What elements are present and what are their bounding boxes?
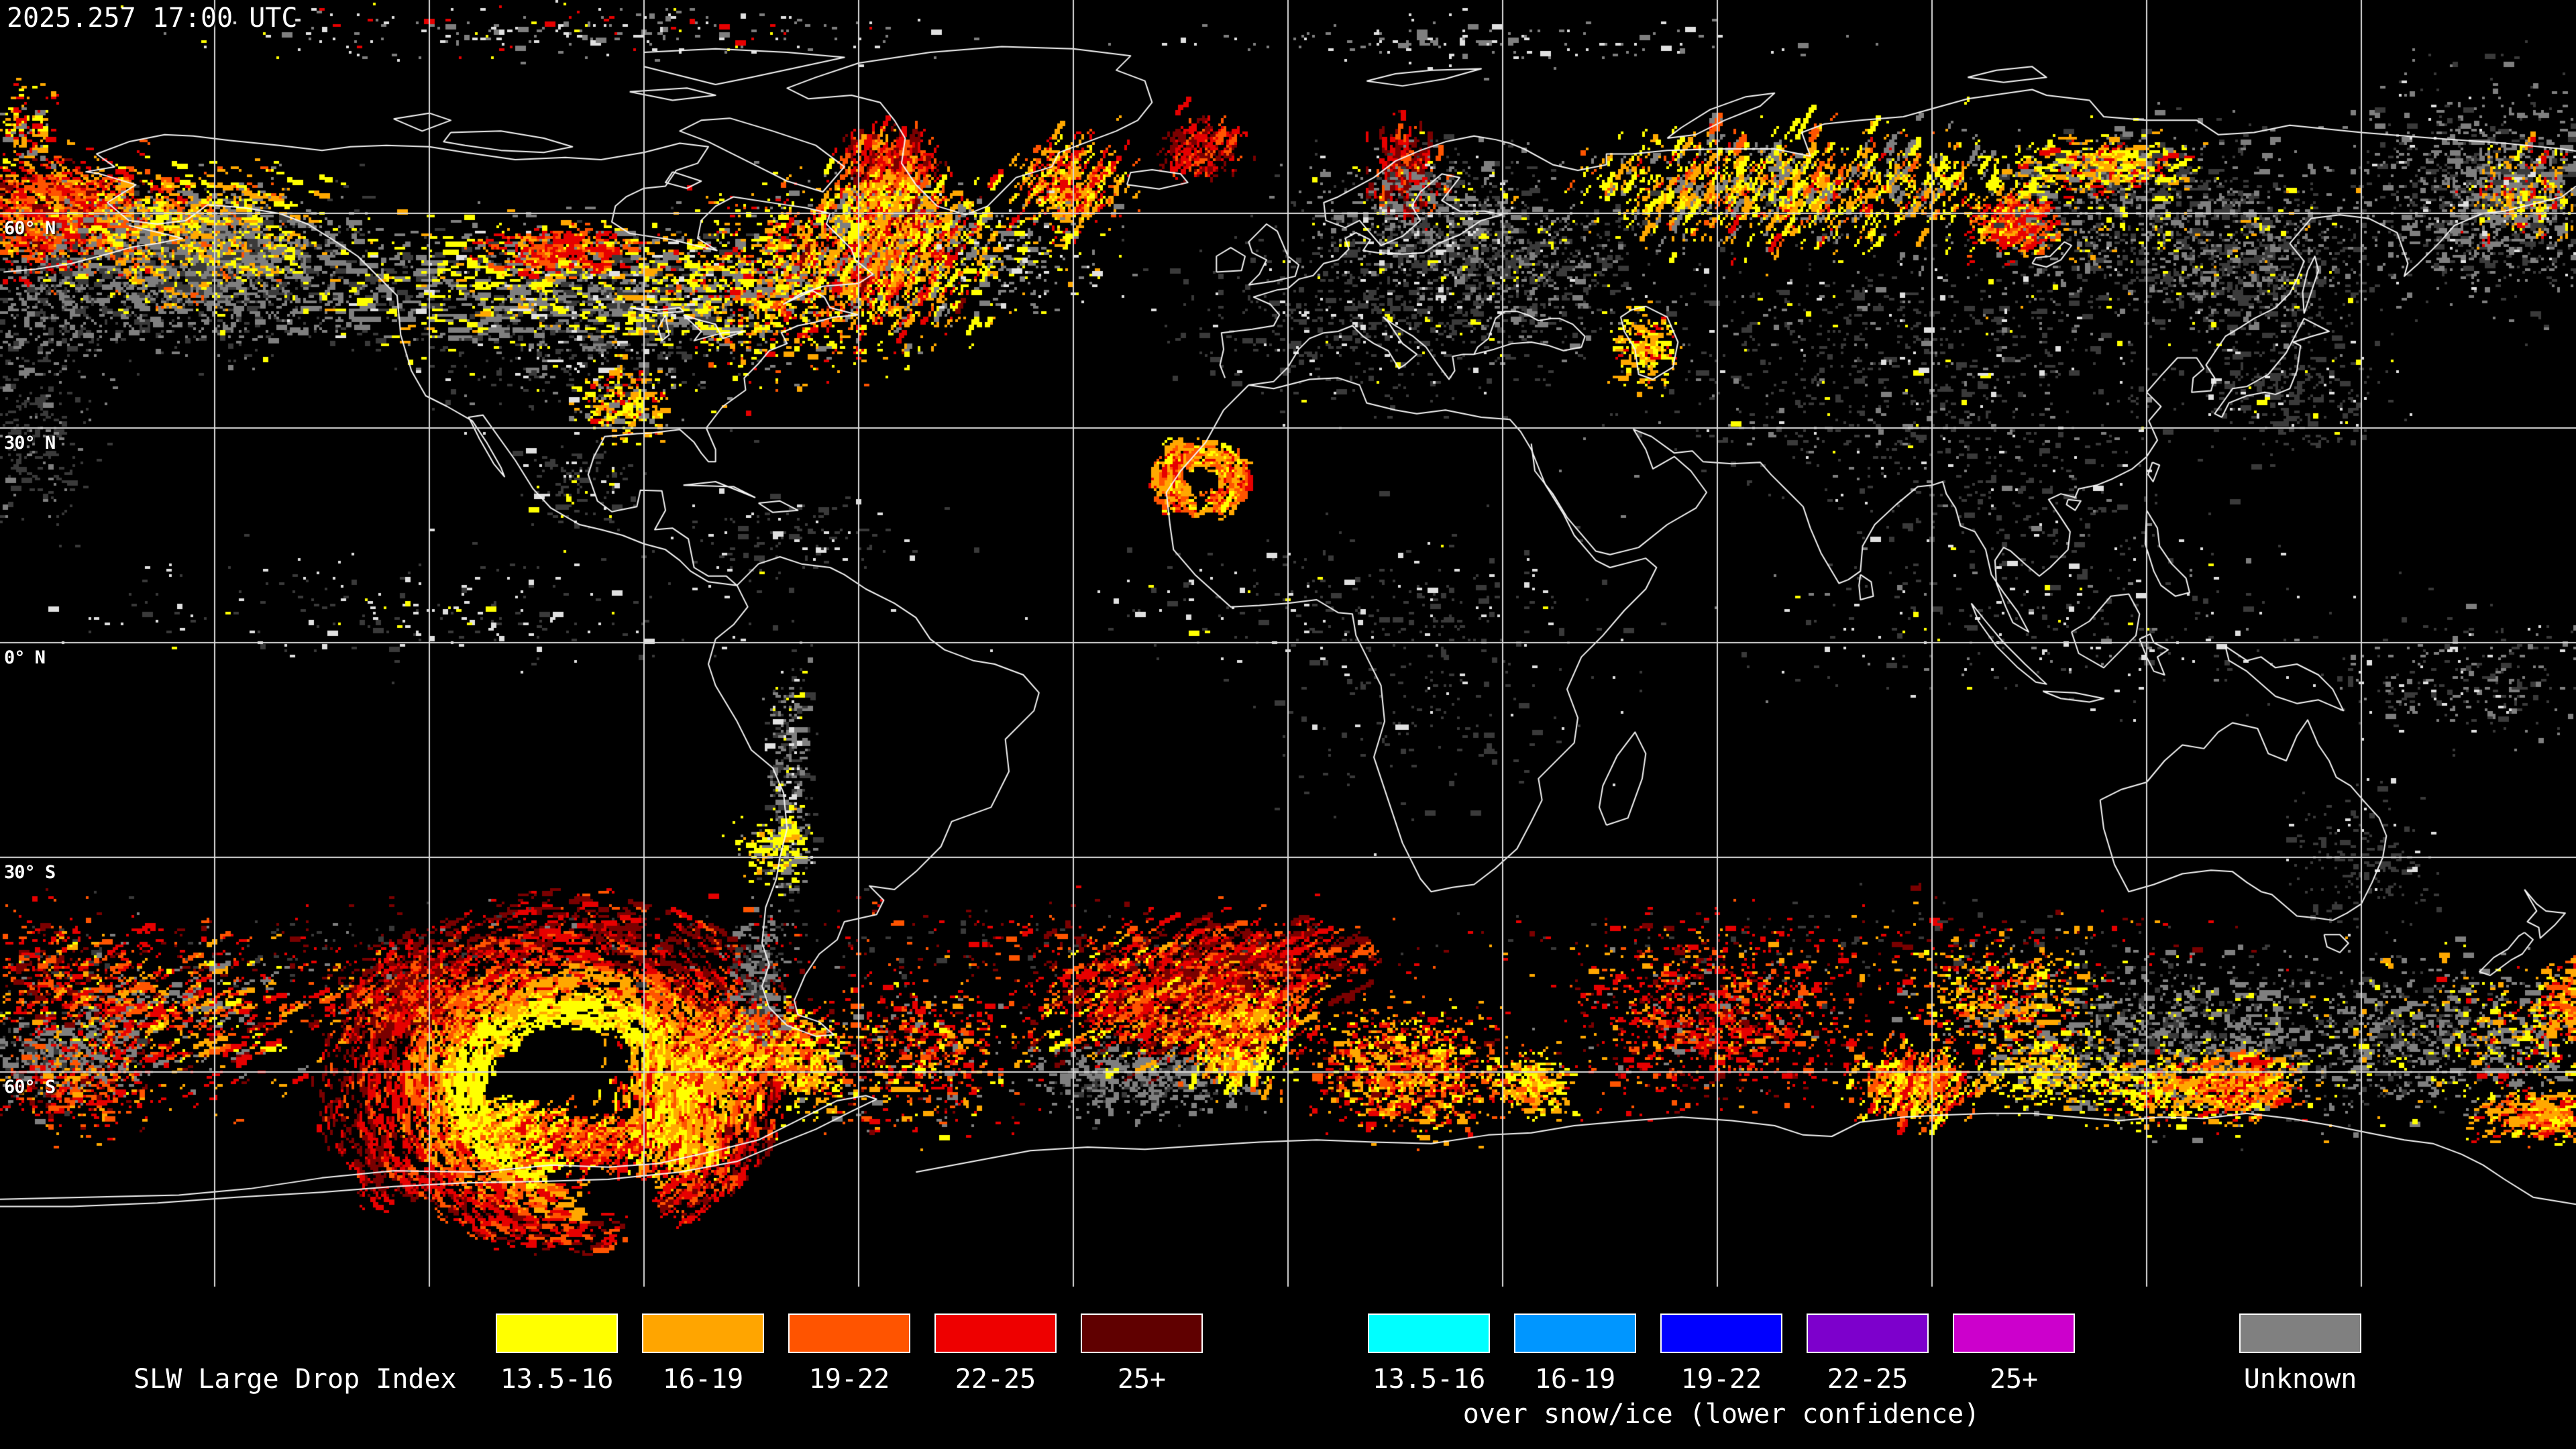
legend-swatch-snow-ice-19-22	[1660, 1313, 1782, 1353]
lat-label: 0° N	[4, 647, 46, 668]
legend-label-liquid-19-22: 19-22	[808, 1364, 890, 1395]
legend-snow-caption: over snow/ice (lower confidence)	[1462, 1399, 1980, 1430]
legend-unknown-label: Unknown	[2243, 1364, 2357, 1395]
lat-label: 30° S	[4, 862, 56, 883]
legend-swatch-snow-ice-13.5-16	[1368, 1313, 1490, 1353]
legend-swatch-liquid-19-22	[788, 1313, 910, 1353]
legend-label-snow-ice-25+: 25+	[1989, 1364, 2039, 1395]
legend-label-snow-ice-19-22: 19-22	[1680, 1364, 1762, 1395]
legend-label-liquid-25+: 25+	[1117, 1364, 1167, 1395]
legend-swatch-liquid-13.5-16	[496, 1313, 618, 1353]
legend-label-liquid-22-25: 22-25	[955, 1364, 1036, 1395]
legend-swatch-liquid-22-25	[934, 1313, 1057, 1353]
legend-swatch-snow-ice-22-25	[1807, 1313, 1929, 1353]
legend-label-liquid-16-19: 16-19	[662, 1364, 744, 1395]
lat-label: 30° N	[4, 433, 56, 453]
timestamp: 2025.257 17:00 UTC	[7, 3, 298, 34]
legend-title: SLW Large Drop Index	[133, 1364, 457, 1395]
legend-label-snow-ice-13.5-16: 13.5-16	[1372, 1364, 1486, 1395]
legend-unknown-swatch	[2239, 1313, 2361, 1353]
lat-label: 60° N	[4, 218, 56, 239]
legend-swatch-snow-ice-16-19	[1514, 1313, 1636, 1353]
legend-label-snow-ice-22-25: 22-25	[1827, 1364, 1909, 1395]
legend-label-snow-ice-16-19: 16-19	[1534, 1364, 1616, 1395]
lat-label: 60° S	[4, 1077, 56, 1097]
legend-label-liquid-13.5-16: 13.5-16	[500, 1364, 614, 1395]
legend-swatch-liquid-16-19	[642, 1313, 764, 1353]
legend-swatch-snow-ice-25+	[1953, 1313, 2075, 1353]
legend-swatch-liquid-25+	[1081, 1313, 1203, 1353]
